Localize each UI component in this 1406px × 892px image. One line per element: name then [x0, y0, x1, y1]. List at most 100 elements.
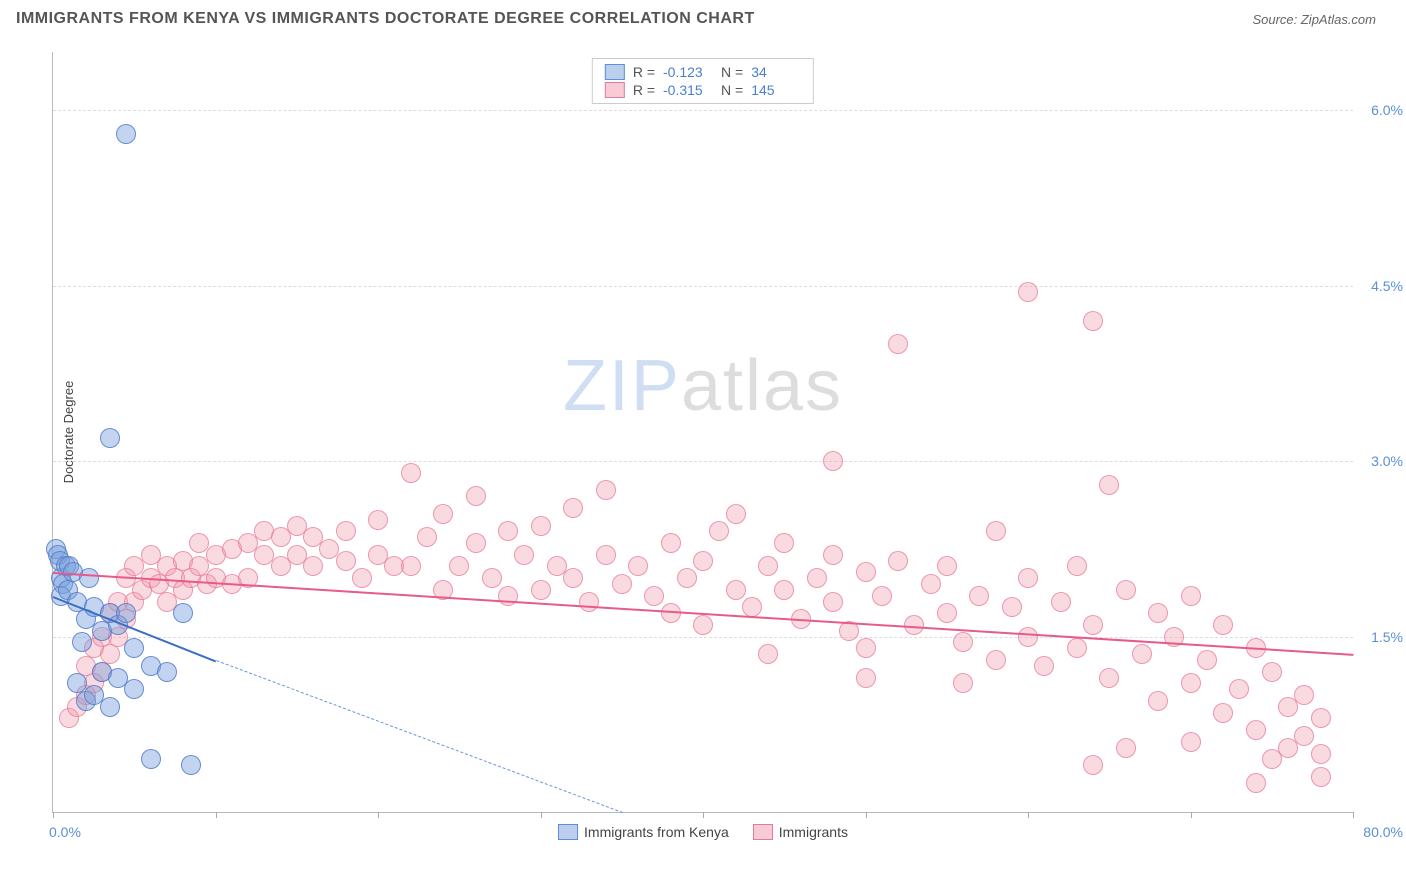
data-point — [124, 638, 144, 658]
data-point — [336, 551, 356, 571]
y-tick-label: 4.5% — [1371, 278, 1403, 294]
data-point — [1213, 703, 1233, 723]
data-point — [417, 527, 437, 547]
data-point — [79, 568, 99, 588]
gridline — [53, 637, 1353, 638]
x-tick — [703, 812, 704, 818]
data-point — [498, 521, 518, 541]
y-axis-title: Doctorate Degree — [61, 381, 76, 484]
data-point — [303, 556, 323, 576]
data-point — [1213, 615, 1233, 635]
swatch-blue-icon — [605, 64, 625, 80]
x-tick — [1028, 812, 1029, 818]
legend-row-kenya: R = -0.123 N = 34 — [605, 63, 801, 81]
data-point — [758, 644, 778, 664]
data-point — [709, 521, 729, 541]
chart-header: IMMIGRANTS FROM KENYA VS IMMIGRANTS DOCT… — [0, 0, 1406, 28]
data-point — [1181, 673, 1201, 693]
data-point — [1148, 603, 1168, 623]
scatter-chart: Doctorate Degree 1.5%3.0%4.5%6.0% 0.0% 8… — [52, 52, 1353, 813]
data-point — [141, 749, 161, 769]
data-point — [596, 545, 616, 565]
data-point — [742, 597, 762, 617]
r-value-kenya: -0.123 — [663, 64, 713, 80]
data-point — [100, 697, 120, 717]
data-point — [986, 650, 1006, 670]
data-point — [352, 568, 372, 588]
data-point — [124, 679, 144, 699]
series-legend: Immigrants from Kenya Immigrants — [558, 824, 848, 840]
data-point — [157, 662, 177, 682]
data-point — [807, 568, 827, 588]
n-value-immigrants: 145 — [751, 82, 801, 98]
data-point — [1181, 732, 1201, 752]
data-point — [1181, 586, 1201, 606]
data-point — [1246, 720, 1266, 740]
legend-label-immigrants: Immigrants — [779, 824, 848, 840]
data-point — [856, 562, 876, 582]
r-label: R = — [633, 64, 655, 80]
source-attribution: Source: ZipAtlas.com — [1252, 12, 1376, 27]
watermark-part1: ZIP — [563, 346, 681, 426]
data-point — [173, 603, 193, 623]
data-point — [1002, 597, 1022, 617]
data-point — [1018, 282, 1038, 302]
data-point — [921, 574, 941, 594]
data-point — [401, 556, 421, 576]
data-point — [433, 504, 453, 524]
data-point — [514, 545, 534, 565]
source-prefix: Source: — [1252, 12, 1300, 27]
data-point — [449, 556, 469, 576]
data-point — [1311, 767, 1331, 787]
watermark-part2: atlas — [681, 346, 843, 426]
legend-item-immigrants: Immigrants — [753, 824, 848, 840]
data-point — [1311, 744, 1331, 764]
data-point — [693, 551, 713, 571]
data-point — [856, 668, 876, 688]
data-point — [482, 568, 502, 588]
swatch-blue-icon — [558, 824, 578, 840]
data-point — [1083, 615, 1103, 635]
n-value-kenya: 34 — [751, 64, 801, 80]
n-label: N = — [721, 64, 743, 80]
data-point — [579, 592, 599, 612]
data-point — [677, 568, 697, 588]
trendline-kenya-dashed — [215, 660, 622, 815]
r-label: R = — [633, 82, 655, 98]
data-point — [1099, 668, 1119, 688]
swatch-pink-icon — [605, 82, 625, 98]
data-point — [758, 556, 778, 576]
data-point — [628, 556, 648, 576]
legend-label-kenya: Immigrants from Kenya — [584, 824, 729, 840]
data-point — [953, 673, 973, 693]
data-point — [1311, 708, 1331, 728]
data-point — [953, 632, 973, 652]
data-point — [67, 673, 87, 693]
data-point — [1116, 738, 1136, 758]
data-point — [888, 551, 908, 571]
gridline — [53, 286, 1353, 287]
data-point — [823, 592, 843, 612]
data-point — [1294, 685, 1314, 705]
data-point — [100, 428, 120, 448]
data-point — [1083, 311, 1103, 331]
data-point — [531, 580, 551, 600]
data-point — [563, 568, 583, 588]
data-point — [1067, 556, 1087, 576]
data-point — [1034, 656, 1054, 676]
data-point — [1067, 638, 1087, 658]
data-point — [1051, 592, 1071, 612]
data-point — [823, 451, 843, 471]
data-point — [774, 533, 794, 553]
swatch-pink-icon — [753, 824, 773, 840]
x-tick — [866, 812, 867, 818]
data-point — [116, 603, 136, 623]
data-point — [1099, 475, 1119, 495]
x-tick — [378, 812, 379, 818]
data-point — [612, 574, 632, 594]
data-point — [1018, 627, 1038, 647]
source-name: ZipAtlas.com — [1301, 12, 1376, 27]
x-axis-min-label: 0.0% — [49, 824, 81, 840]
data-point — [596, 480, 616, 500]
data-point — [937, 603, 957, 623]
